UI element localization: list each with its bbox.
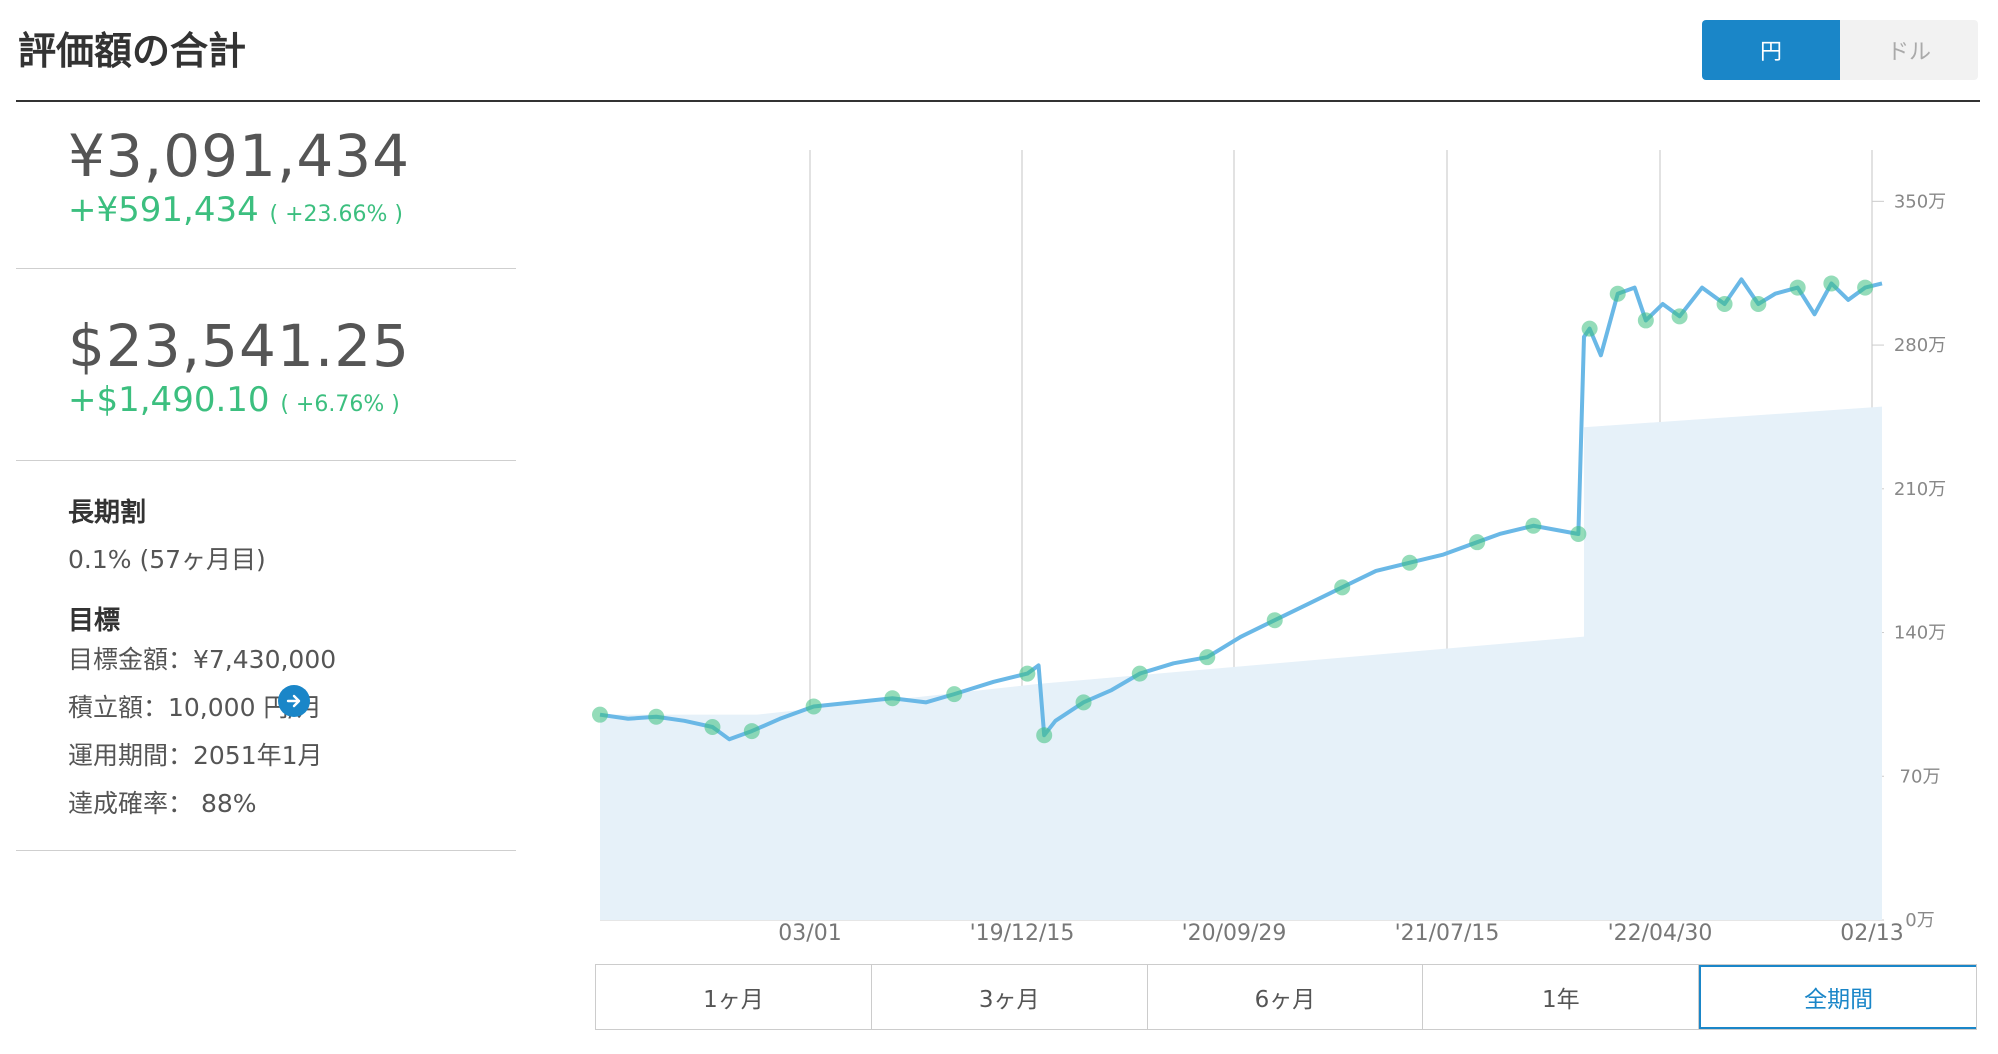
data-point — [1401, 554, 1418, 571]
data-point — [884, 690, 901, 707]
data-point — [1266, 612, 1283, 629]
data-point — [1199, 649, 1216, 666]
data-point — [946, 686, 963, 703]
data-point — [1036, 727, 1053, 744]
currency-yen-button[interactable]: 円 — [1702, 20, 1840, 80]
long-term-heading: 長期割 — [68, 498, 147, 528]
y-tick-label: 0万 — [1905, 910, 1934, 931]
period-button[interactable]: 3ヶ月 — [872, 965, 1148, 1029]
y-tick-label: 70万 — [1900, 766, 1941, 787]
yen-gain-value: +¥591,434 — [68, 190, 259, 230]
data-point — [1469, 534, 1486, 551]
divider — [16, 268, 516, 269]
data-point — [1716, 296, 1733, 312]
data-point — [1570, 525, 1587, 542]
data-point — [1823, 275, 1840, 292]
y-tick-label: 280万 — [1894, 335, 1946, 356]
data-point — [1131, 665, 1148, 682]
chart: 03/01 '19/12/15 '20/09/29 '21/07/15 '22/04/3… — [592, 150, 1946, 946]
goal-heading: 目標 — [68, 606, 121, 636]
data-point — [1637, 312, 1654, 329]
data-point — [1671, 308, 1688, 325]
goal-target-amount: 目標金額：¥7,430,000 — [68, 645, 337, 674]
data-point — [1581, 320, 1598, 337]
goal-probability: 達成確率： 88% — [68, 789, 257, 818]
yen-gain-pct: ( +23.66% ) — [269, 202, 404, 227]
data-point — [592, 706, 608, 723]
data-point — [805, 698, 822, 715]
data-point — [743, 723, 760, 740]
data-point — [1019, 665, 1036, 682]
y-tick-label: 210万 — [1894, 479, 1946, 500]
y-tick-label: 350万 — [1894, 191, 1946, 212]
currency-usd-button[interactable]: ドル — [1840, 20, 1978, 80]
x-tick-label: 02/13 — [1840, 921, 1903, 946]
period-selector: 1ヶ月 3ヶ月 6ヶ月 1年 全期間 — [595, 964, 1977, 1030]
divider — [16, 850, 516, 851]
data-point — [704, 718, 721, 735]
usd-gain: +$1,490.10 ( +6.76% ) — [68, 380, 400, 420]
data-point — [1789, 279, 1806, 296]
header: 評価額の合計 円 ドル — [16, 0, 1980, 102]
usd-gain-value: +$1,490.10 — [68, 380, 270, 420]
period-button[interactable]: 6ヶ月 — [1148, 965, 1424, 1029]
data-point — [1750, 296, 1767, 312]
y-tick-label: 140万 — [1894, 623, 1946, 644]
x-tick-label: '20/09/29 — [1182, 921, 1287, 946]
data-point — [1609, 285, 1626, 302]
long-term-value: 0.1% (57ヶ月目) — [68, 545, 266, 574]
yen-gain: +¥591,434 ( +23.66% ) — [68, 190, 403, 230]
period-button[interactable]: 1ヶ月 — [596, 965, 872, 1029]
data-point — [1075, 694, 1092, 711]
period-button[interactable]: 1年 — [1423, 965, 1700, 1029]
data-point — [648, 708, 665, 725]
x-tick-label: 03/01 — [778, 921, 841, 946]
currency-toggle: 円 ドル — [1702, 20, 1978, 80]
page-title: 評価額の合計 — [18, 29, 247, 73]
arrow-right-icon — [286, 694, 301, 708]
long-term-detail-button[interactable] — [278, 685, 310, 717]
goal-period: 運用期間：2051年1月 — [68, 741, 323, 770]
data-point — [1334, 579, 1351, 596]
period-button[interactable]: 全期間 — [1699, 965, 1976, 1029]
usd-gain-pct: ( +6.76% ) — [280, 392, 400, 417]
yen-total: ¥3,091,434 — [68, 122, 411, 190]
data-point — [1525, 517, 1542, 534]
x-tick-label: '21/07/15 — [1395, 921, 1500, 946]
divider — [16, 460, 516, 461]
data-point — [1857, 279, 1874, 296]
usd-total: $23,541.25 — [68, 312, 411, 380]
x-tick-label: '19/12/15 — [970, 921, 1075, 946]
principal-area — [600, 406, 1882, 921]
x-tick-label: '22/04/30 — [1608, 921, 1713, 946]
